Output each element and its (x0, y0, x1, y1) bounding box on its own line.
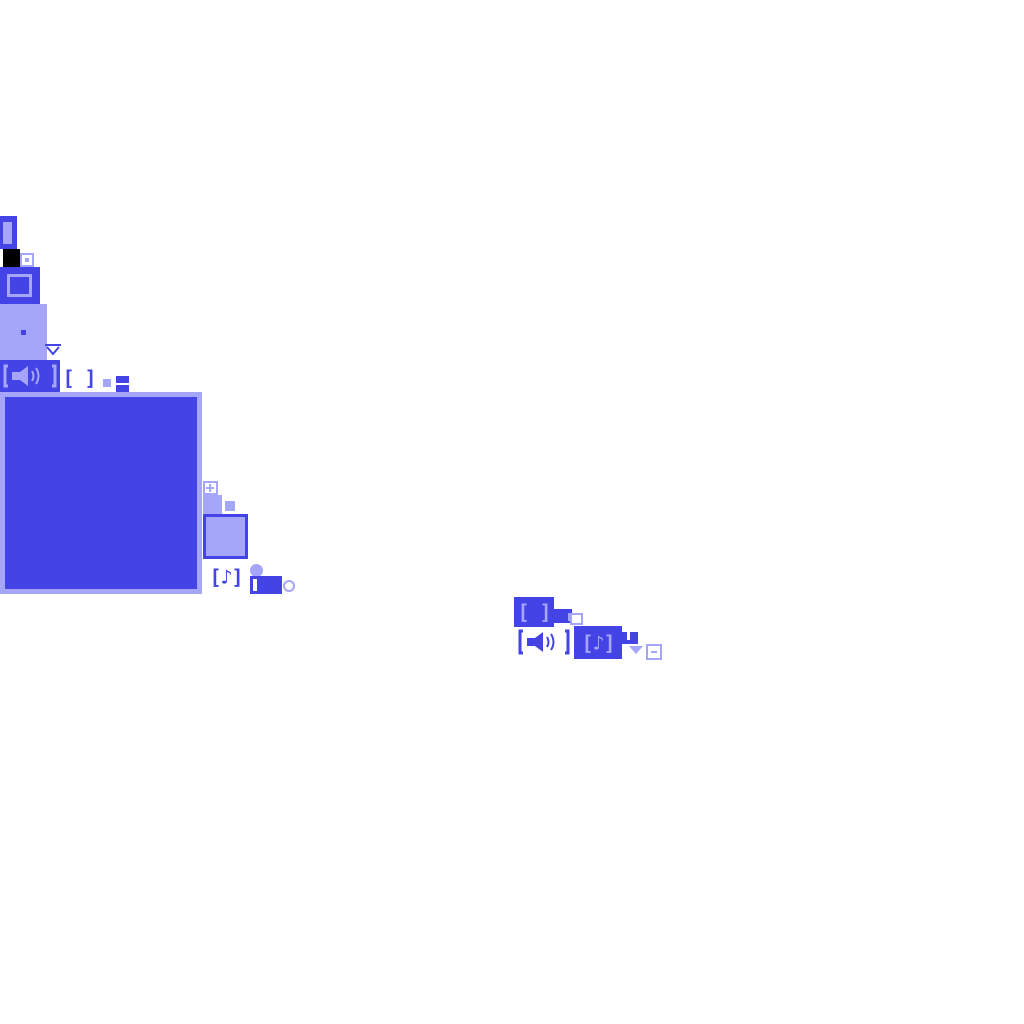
light-dot (225, 501, 235, 511)
triangle-down-icon[interactable] (628, 645, 644, 655)
main-canvas-block[interactable] (0, 392, 202, 594)
radio-button[interactable] (283, 580, 295, 592)
speaker-icon (2, 363, 58, 389)
speaker-button-right[interactable]: [◀))] (517, 628, 571, 656)
music-button-right[interactable]: [♪] (574, 626, 622, 659)
bracket-button[interactable]: [ ] (62, 366, 96, 390)
plus-icon[interactable] (203, 481, 218, 495)
small-dark-block[interactable] (622, 632, 638, 644)
light-tab (203, 495, 222, 515)
small-checkbox[interactable] (20, 253, 34, 267)
small-checkbox-right[interactable] (570, 613, 583, 625)
split-toggle[interactable] (116, 376, 129, 392)
vertical-bar-button[interactable] (0, 216, 17, 249)
framed-square-button[interactable] (0, 267, 40, 304)
speaker-icon (517, 628, 571, 656)
music-button[interactable]: [♪] (203, 562, 249, 592)
music-note-icon: [♪] (209, 565, 243, 589)
light-panel (0, 304, 47, 360)
slider-track[interactable] (250, 576, 282, 594)
black-square (3, 249, 20, 267)
chevron-down-icon[interactable] (45, 344, 61, 356)
small-dot (103, 379, 111, 387)
framed-light-square[interactable] (203, 514, 248, 559)
round-knob[interactable] (250, 564, 263, 577)
speaker-button[interactable]: [◀))] (0, 360, 60, 392)
bracket-button-right[interactable]: [ ] (514, 597, 554, 627)
minus-icon[interactable] (646, 644, 662, 660)
music-note-icon: [♪] (581, 630, 615, 655)
